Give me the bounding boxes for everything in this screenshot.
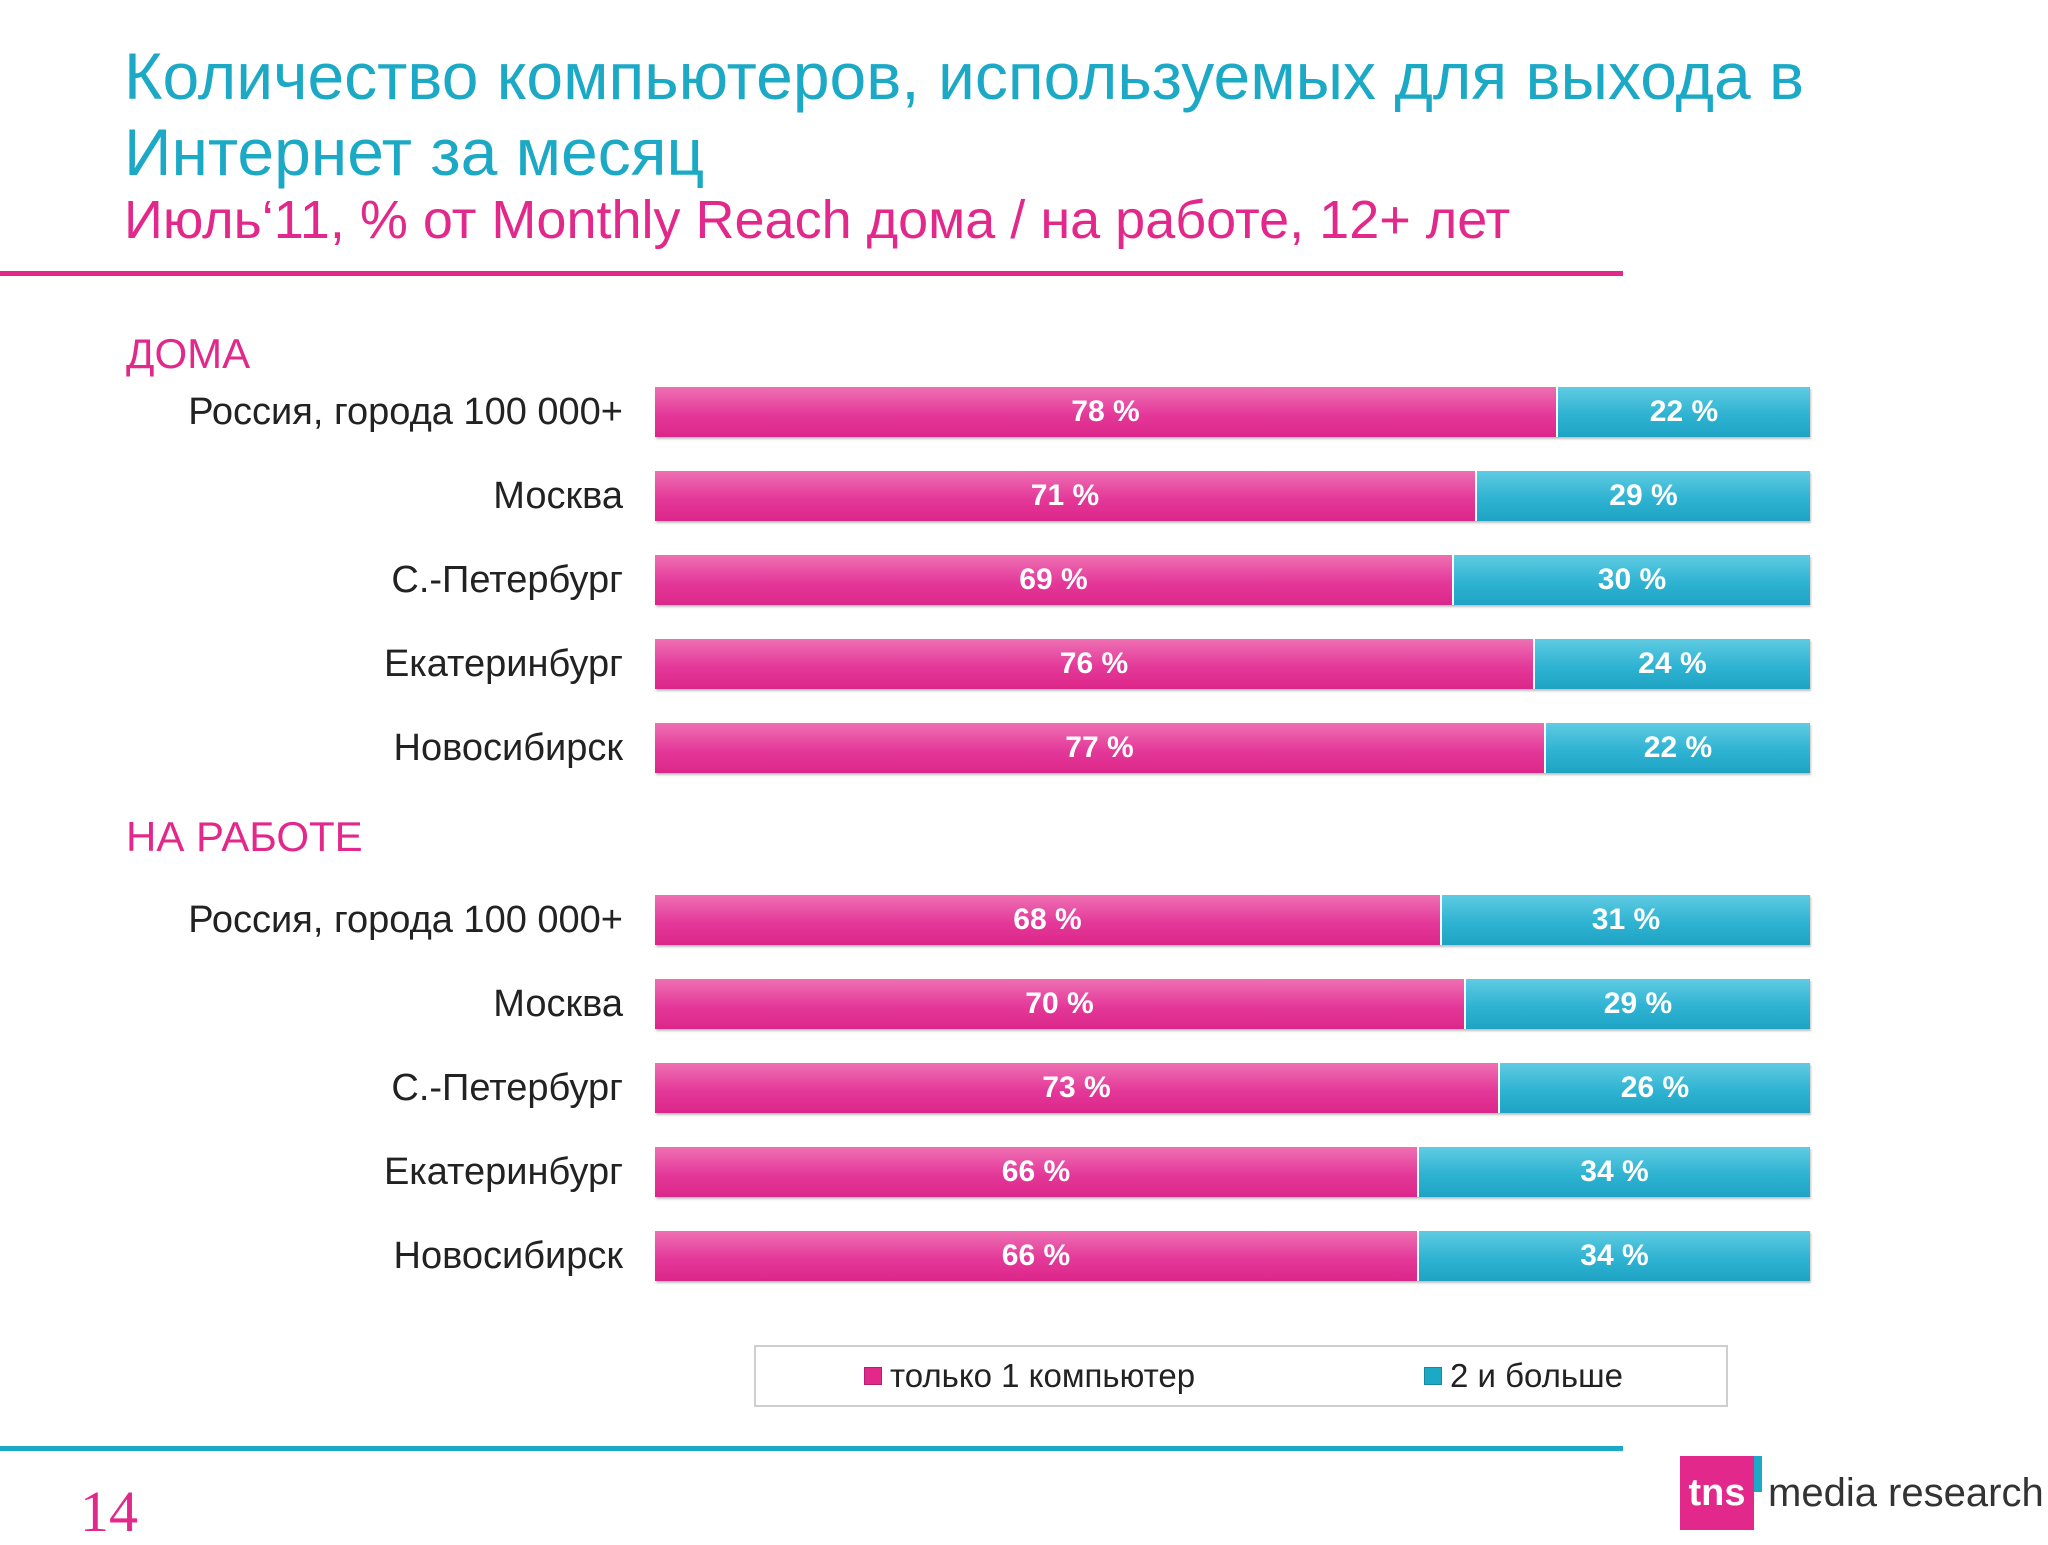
stacked-bar: 78 % 22 % — [655, 387, 1810, 437]
data-label: 69 % — [1019, 563, 1088, 596]
data-label: 76 % — [1059, 647, 1129, 680]
tns-logo-text: media research — [1768, 1470, 2044, 1515]
bar-segment-one-computer: 73 % — [655, 1063, 1498, 1113]
bar-segment-one-computer: 69 % — [655, 555, 1452, 605]
data-label: 22 % — [1649, 395, 1719, 428]
category-label: С.-Петербург — [391, 1067, 623, 1109]
stacked-bar: 66 % 34 % — [655, 1231, 1810, 1281]
data-label: 78 % — [1071, 395, 1140, 428]
stacked-bar: 66 % 34 % — [655, 1147, 1810, 1197]
section-label-home: ДОМА — [126, 330, 251, 377]
bar-segment-one-computer: 78 % — [655, 387, 1556, 437]
category-label: Россия, города 100 000+ — [188, 899, 623, 941]
bar-segment-one-computer: 71 % — [655, 471, 1475, 521]
data-label: 34 % — [1580, 1239, 1649, 1272]
bar-segment-one-computer: 77 % — [655, 723, 1544, 773]
bar-segment-two-or-more: 34 % — [1417, 1147, 1810, 1197]
bar-segment-two-or-more: 30 % — [1452, 555, 1810, 605]
bar-segment-two-or-more: 22 % — [1556, 387, 1810, 437]
chart-legend: только 1 компьютер 2 и больше — [754, 1345, 1728, 1407]
stacked-bar: 76 % 24 % — [655, 639, 1810, 689]
data-label: 77 % — [1065, 731, 1134, 764]
legend-item-one-computer: только 1 компьютер — [864, 1347, 1195, 1405]
data-label: 30 % — [1597, 563, 1667, 596]
category-label: С.-Петербург — [391, 559, 623, 601]
bar-segment-two-or-more: 29 % — [1464, 979, 1810, 1029]
legend-swatch-pink — [864, 1367, 882, 1385]
data-label: 73 % — [1042, 1071, 1111, 1104]
page-number: 14 — [80, 1479, 138, 1544]
category-label: Москва — [493, 983, 623, 1025]
data-label: 29 % — [1609, 479, 1678, 512]
bar-row: Россия, города 100 000+ 78 % 22 % — [0, 387, 1810, 437]
stacked-bar: 77 % 22 % — [655, 723, 1810, 773]
category-label: Новосибирск — [393, 1235, 623, 1277]
bar-row: Новосибирск 77 % 22 % — [0, 723, 1810, 773]
bar-segment-two-or-more: 34 % — [1417, 1231, 1810, 1281]
legend-swatch-blue — [1424, 1367, 1442, 1385]
bar-segment-one-computer: 66 % — [655, 1231, 1417, 1281]
stacked-bar: 69 % 30 % — [655, 555, 1810, 605]
data-label: 34 % — [1580, 1155, 1649, 1188]
bar-segment-two-or-more: 29 % — [1475, 471, 1810, 521]
category-label: Екатеринбург — [383, 1151, 623, 1193]
bar-segment-two-or-more: 26 % — [1498, 1063, 1810, 1113]
stacked-bar: 71 % 29 % — [655, 471, 1810, 521]
bar-row: С.-Петербург 73 % 26 % — [0, 1063, 1810, 1113]
bar-row: Россия, города 100 000+ 68 % 31 % — [0, 895, 1810, 945]
bar-segment-two-or-more: 31 % — [1440, 895, 1810, 945]
bar-row: Новосибирск 66 % 34 % — [0, 1231, 1810, 1281]
data-label: 70 % — [1025, 987, 1094, 1020]
category-label: Россия, города 100 000+ — [188, 391, 623, 433]
bar-segment-one-computer: 70 % — [655, 979, 1464, 1029]
bottom-divider — [0, 1446, 1623, 1451]
bar-row: Екатеринбург 66 % 34 % — [0, 1147, 1810, 1197]
bar-segment-one-computer: 66 % — [655, 1147, 1417, 1197]
stacked-bar: 73 % 26 % — [655, 1063, 1810, 1113]
bar-segment-one-computer: 68 % — [655, 895, 1440, 945]
category-label: Екатеринбург — [383, 643, 623, 685]
page-subtitle: Июль‘11, % от Monthly Reach дома / на ра… — [124, 190, 1511, 250]
legend-label-two-or-more: 2 и больше — [1450, 1357, 1623, 1394]
top-divider — [0, 271, 1623, 276]
bar-row: Екатеринбург 76 % 24 % — [0, 639, 1810, 689]
bar-segment-two-or-more: 22 % — [1544, 723, 1810, 773]
tns-logo-mark: tns — [1680, 1456, 1762, 1530]
legend-item-two-or-more: 2 и больше — [1424, 1347, 1623, 1405]
data-label: 29 % — [1603, 987, 1673, 1020]
category-label: Москва — [493, 475, 623, 517]
category-label: Новосибирск — [393, 727, 623, 769]
data-label: 68 % — [1013, 903, 1082, 936]
data-label: 24 % — [1638, 647, 1707, 680]
data-label: 71 % — [1030, 479, 1100, 512]
data-label: 66 % — [1001, 1239, 1071, 1272]
section-label-work: НА РАБОТЕ — [126, 813, 363, 860]
legend-label-one-computer: только 1 компьютер — [890, 1357, 1196, 1394]
bar-row: Москва 70 % 29 % — [0, 979, 1810, 1029]
tns-logo: tns media research — [1680, 1456, 2044, 1530]
bar-segment-two-or-more: 24 % — [1533, 639, 1810, 689]
data-label: 26 % — [1620, 1071, 1690, 1104]
stacked-bar: 70 % 29 % — [655, 979, 1810, 1029]
stacked-bar: 68 % 31 % — [655, 895, 1810, 945]
bar-segment-one-computer: 76 % — [655, 639, 1533, 689]
bar-row: С.-Петербург 69 % 30 % — [0, 555, 1810, 605]
page-title: Количество компьютеров, используемых для… — [124, 39, 1805, 189]
bar-row: Москва 71 % 29 % — [0, 471, 1810, 521]
data-label: 66 % — [1001, 1155, 1071, 1188]
data-label: 22 % — [1643, 731, 1713, 764]
data-label: 31 % — [1591, 903, 1661, 936]
